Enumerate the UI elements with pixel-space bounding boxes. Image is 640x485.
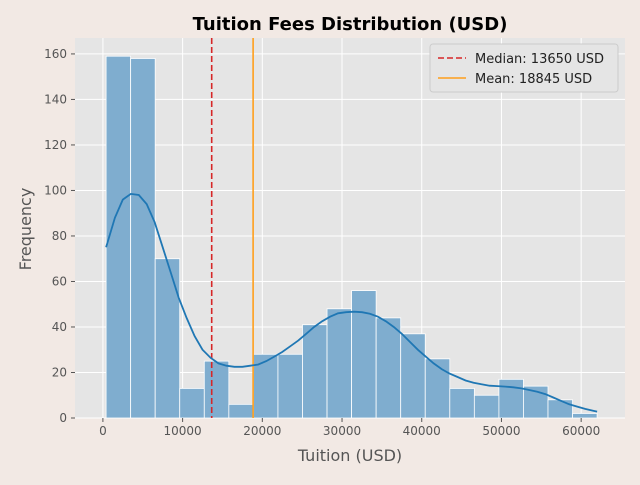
histogram-bar [547, 399, 573, 419]
histogram-bar [228, 403, 254, 419]
legend-label-median: Median: 13650 USD [475, 52, 604, 67]
y-tick-label: 120 [44, 138, 67, 152]
legend: Median: 13650 USD Mean: 18845 USD [429, 43, 619, 93]
y-tick-label: 0 [59, 411, 67, 425]
histogram-bars [105, 55, 598, 419]
y-tick-label: 140 [44, 92, 67, 106]
histogram-bar [179, 388, 205, 419]
histogram-bar [203, 360, 230, 419]
chart-title: Tuition Fees Distribution (USD) [193, 14, 508, 35]
x-tick-label: 30000 [323, 424, 361, 438]
histogram-bar [498, 378, 524, 419]
histogram-bar [277, 353, 303, 419]
histogram-bar [449, 388, 475, 419]
histogram-bar [572, 413, 598, 419]
histogram-bar [154, 258, 181, 419]
kde-curve [105, 192, 598, 413]
x-tick-label: 60000 [562, 424, 600, 438]
histogram-bar [424, 358, 451, 419]
y-tick-label: 20 [52, 365, 67, 379]
y-tick-label: 60 [52, 274, 67, 288]
legend-label-mean: Mean: 18845 USD [475, 72, 592, 87]
y-tick-label: 100 [44, 183, 67, 197]
histogram-bar [473, 394, 500, 419]
x-tick-label: 40000 [403, 424, 441, 438]
legend-box [429, 43, 619, 93]
x-tick-label: 10000 [164, 424, 202, 438]
histogram-bar [326, 308, 352, 419]
y-tick-label: 40 [52, 320, 67, 334]
x-tick-label: 50000 [482, 424, 520, 438]
histogram-bar [400, 333, 426, 419]
histogram-bar [375, 317, 402, 419]
x-axis-label: Tuition (USD) [297, 446, 402, 465]
y-tick-label: 160 [44, 47, 67, 61]
histogram-bar [351, 290, 377, 419]
y-tick-label: 80 [52, 229, 67, 243]
reference-lines [210, 38, 254, 418]
axis-ticks: 0 10000 20000 30000 40000 50000 60000 0 20 40 60 80… [44, 47, 600, 438]
y-axis-label: Frequency [16, 188, 35, 271]
histogram-bar [105, 55, 132, 419]
x-tick-label: 0 [99, 424, 107, 438]
x-tick-label: 20000 [243, 424, 281, 438]
histogram-bar [302, 324, 328, 419]
histogram-bar [130, 58, 156, 419]
